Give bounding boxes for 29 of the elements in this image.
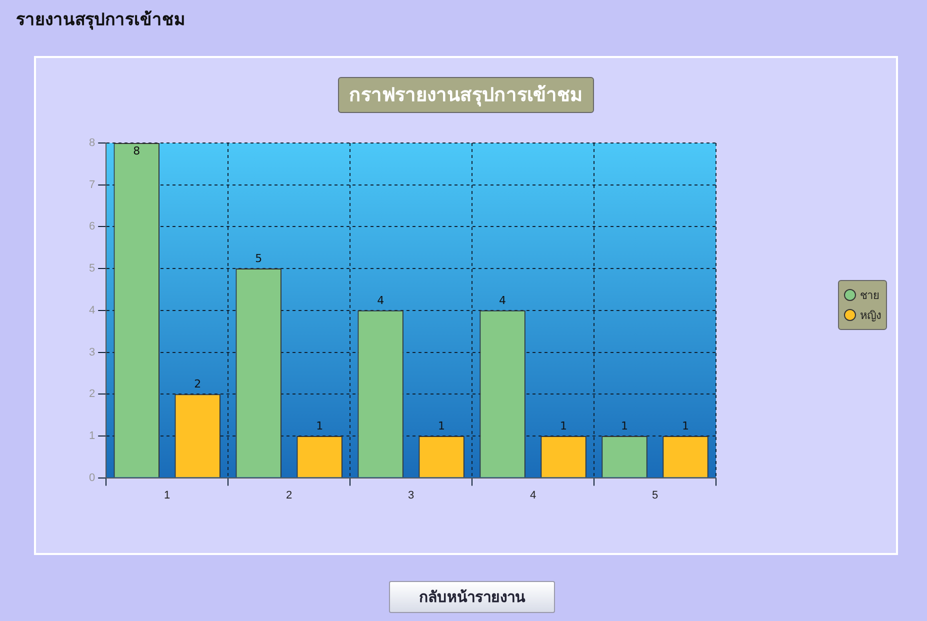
chart-title: กราฟรายงานสรุปการเข้าชม xyxy=(338,77,594,113)
data-label: 4 xyxy=(377,294,384,307)
y-tick-label: 0 xyxy=(88,472,96,484)
legend-label: หญิง xyxy=(860,308,881,324)
data-label: 1 xyxy=(560,419,568,432)
y-tick-label: 1 xyxy=(88,430,96,442)
x-tick-label: 1 xyxy=(164,489,170,502)
data-label: 4 xyxy=(499,294,506,307)
data-label: 2 xyxy=(194,377,202,390)
x-tick-label: 5 xyxy=(652,489,658,502)
data-label: 1 xyxy=(438,419,446,432)
x-tick-label: 4 xyxy=(530,489,536,502)
data-label: 1 xyxy=(621,419,628,432)
data-label: 5 xyxy=(255,252,262,265)
text: รายงานสรุปการเข้าชม xyxy=(16,9,185,32)
y-tick-label: 3 xyxy=(88,346,96,358)
y-tick-label: 5 xyxy=(88,262,96,275)
back-button[interactable]: กลับหน้ารายงาน xyxy=(389,581,555,613)
x-tick-label: 3 xyxy=(408,489,414,502)
y-tick-label: 8 xyxy=(88,137,96,150)
data-label: 1 xyxy=(682,419,690,432)
text: ชาย xyxy=(860,288,879,304)
x-tick-label: 2 xyxy=(286,489,292,502)
data-label: 8 xyxy=(133,144,140,158)
y-tick-label: 7 xyxy=(88,178,96,191)
y-tick-label: 2 xyxy=(88,388,96,400)
data-label: 1 xyxy=(316,419,324,432)
y-tick-label: 6 xyxy=(88,220,96,233)
y-tick-label: 4 xyxy=(88,304,96,316)
